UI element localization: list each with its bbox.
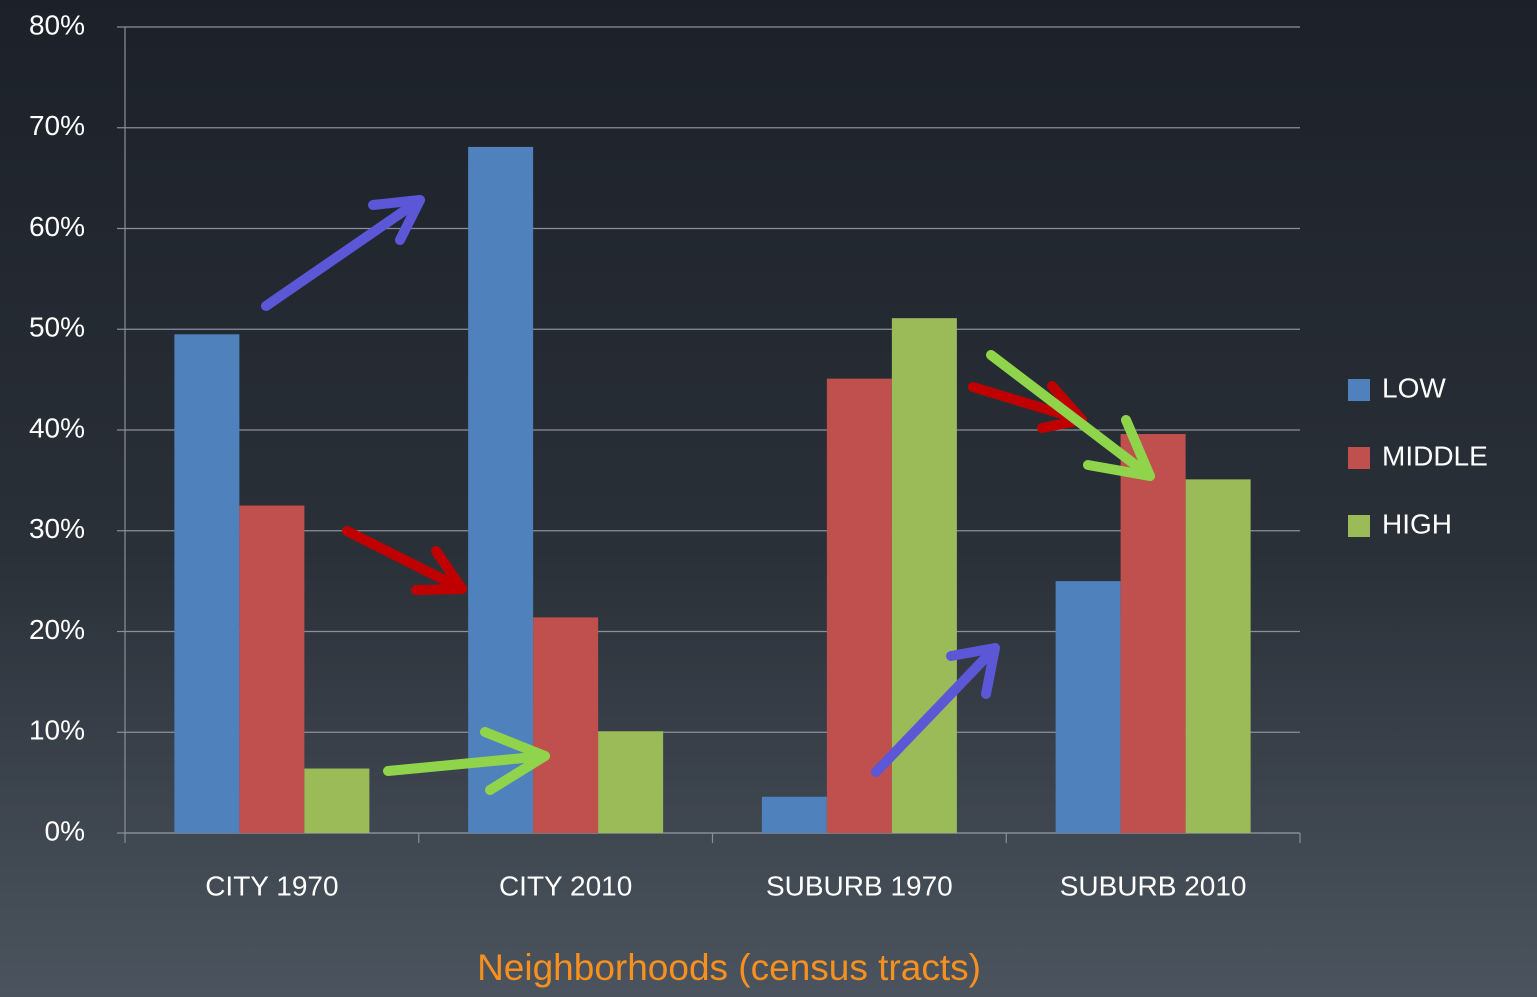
bar [761, 796, 827, 833]
x-tick-label: SUBURB 1970 [766, 870, 953, 901]
y-tick-label: 80% [29, 9, 85, 40]
y-tick-label: 10% [29, 715, 85, 746]
y-tick-label: 0% [45, 815, 85, 846]
bar [598, 731, 664, 833]
arrow [986, 350, 1155, 481]
arrow [871, 643, 1000, 777]
legend-label: LOW [1382, 372, 1446, 403]
bar [1055, 581, 1121, 833]
legend-swatch [1348, 379, 1370, 401]
x-tick-label: CITY 1970 [205, 870, 338, 901]
y-tick-label: 20% [29, 614, 85, 645]
bar [891, 318, 957, 834]
arrow [261, 195, 425, 311]
annotation-arrows [261, 195, 1155, 795]
x-axis-title: Neighborhoods (census tracts) [477, 947, 981, 988]
legend-label: HIGH [1382, 508, 1452, 539]
bar [239, 505, 305, 833]
bar [174, 334, 240, 833]
bar [468, 146, 534, 833]
legend-swatch [1348, 447, 1370, 469]
bar [1185, 479, 1251, 833]
legend-label: MIDDLE [1382, 440, 1488, 471]
y-tick-label: 60% [29, 211, 85, 242]
arrow [383, 727, 550, 795]
y-tick-label: 40% [29, 412, 85, 443]
bar [304, 768, 370, 833]
bar [533, 617, 599, 833]
y-tick-label: 50% [29, 312, 85, 343]
legend-swatch [1348, 515, 1370, 537]
arrow [342, 526, 467, 595]
bar [1120, 434, 1186, 833]
bar [826, 378, 892, 833]
x-tick-label: CITY 2010 [499, 870, 632, 901]
y-tick-label: 70% [29, 110, 85, 141]
y-tick-label: 30% [29, 513, 85, 544]
x-tick-label: SUBURB 2010 [1060, 870, 1247, 901]
